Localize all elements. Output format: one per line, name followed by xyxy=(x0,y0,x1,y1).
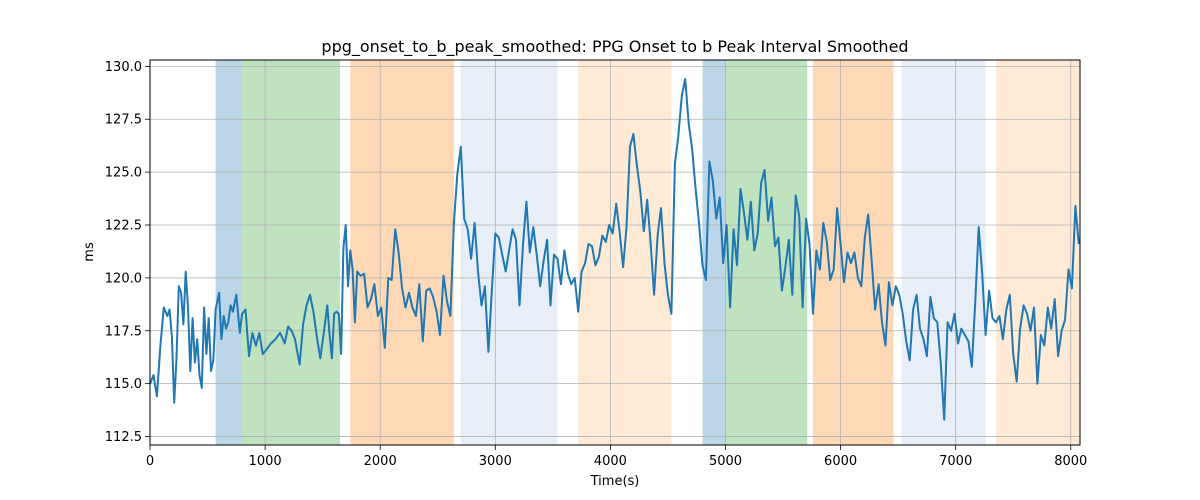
y-axis-label: ms xyxy=(82,242,97,262)
y-axis: 112.5 115.0 117.5 120.0 122.5 125.0 127.5 130.0 xyxy=(105,60,150,445)
x-axis: 0 1000 2000 3000 4000 5000 6000 7000 8000 xyxy=(146,445,1087,469)
series-line xyxy=(149,78,1080,421)
shaded-band-9 xyxy=(995,60,1080,445)
y-tick-label: 115.0 xyxy=(105,377,142,392)
shaded-band-2 xyxy=(350,60,454,445)
y-tick-label: 117.5 xyxy=(105,324,142,339)
x-tick-label: 5000 xyxy=(709,454,742,469)
x-tick-label: 6000 xyxy=(824,454,857,469)
y-tick-label: 112.5 xyxy=(105,430,142,445)
x-axis-label: Time(s) xyxy=(590,474,640,489)
chart-title: ppg_onset_to_b_peak_smoothed: PPG Onset … xyxy=(321,37,908,57)
plot-frame xyxy=(149,59,1081,446)
x-tick-label: 8000 xyxy=(1054,454,1087,469)
y-tick-label: 125.0 xyxy=(105,166,142,181)
shaded-band-8 xyxy=(901,60,986,445)
shaded-band-1 xyxy=(241,60,340,445)
x-tick-label: 2000 xyxy=(364,454,397,469)
x-tick-label: 0 xyxy=(146,454,154,469)
y-tick-label: 127.5 xyxy=(105,113,142,128)
y-tick-label: 122.5 xyxy=(105,219,142,234)
x-tick-label: 3000 xyxy=(479,454,512,469)
shaded-band-7 xyxy=(812,60,894,445)
x-tick-label: 1000 xyxy=(249,454,282,469)
grid-lines xyxy=(149,60,1080,445)
y-tick-label: 130.0 xyxy=(105,60,142,75)
shaded-band-5 xyxy=(702,60,726,445)
x-tick-label: 4000 xyxy=(594,454,627,469)
x-tick-label: 7000 xyxy=(939,454,972,469)
shaded-band-0 xyxy=(215,60,242,445)
y-tick-label: 120.0 xyxy=(105,271,142,286)
